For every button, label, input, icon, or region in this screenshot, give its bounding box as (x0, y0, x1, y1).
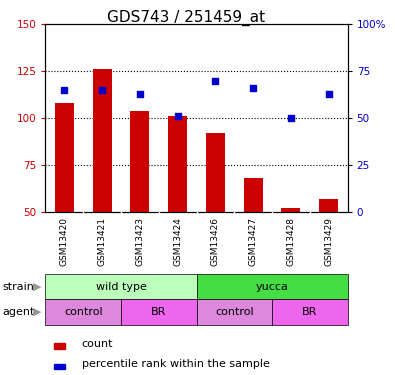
Bar (55, 103, 74, 212)
Text: GSM13424: GSM13424 (173, 217, 182, 266)
Bar (282, 208, 300, 212)
Text: ▶: ▶ (32, 307, 41, 317)
Text: GDS743 / 251459_at: GDS743 / 251459_at (107, 9, 265, 26)
Bar (272, 299, 348, 325)
Point (212, 78, 218, 84)
Bar (45, 299, 121, 325)
Text: GSM13427: GSM13427 (249, 217, 258, 266)
Text: GSM13428: GSM13428 (286, 217, 295, 266)
Bar (206, 133, 225, 212)
Point (288, 115, 294, 121)
Bar (93, 69, 111, 212)
Bar (319, 199, 338, 212)
Text: GSM13420: GSM13420 (60, 217, 69, 266)
Point (61, 87, 68, 93)
Point (175, 113, 181, 119)
Bar (55, 343, 65, 349)
Text: GSM13429: GSM13429 (324, 217, 333, 266)
Text: percentile rank within the sample: percentile rank within the sample (82, 359, 269, 369)
Bar (168, 116, 187, 212)
Bar (45, 274, 197, 299)
Text: count: count (82, 339, 113, 349)
Bar (130, 111, 149, 212)
Bar (244, 178, 263, 212)
Bar (197, 274, 348, 299)
Text: control: control (64, 307, 103, 317)
Point (99, 87, 105, 93)
Point (250, 85, 256, 91)
Text: BR: BR (302, 307, 318, 317)
Bar (55, 364, 65, 369)
Text: yucca: yucca (256, 282, 288, 291)
Text: wild type: wild type (96, 282, 147, 291)
Text: agent: agent (2, 307, 34, 317)
Text: GSM13421: GSM13421 (98, 217, 107, 266)
Text: GSM13423: GSM13423 (135, 217, 144, 266)
Text: ▶: ▶ (32, 282, 41, 291)
Point (137, 91, 143, 97)
Text: strain: strain (2, 282, 34, 291)
Text: GSM13426: GSM13426 (211, 217, 220, 266)
Bar (197, 299, 272, 325)
Point (325, 91, 332, 97)
Text: BR: BR (151, 307, 166, 317)
Bar (121, 299, 197, 325)
Text: control: control (215, 307, 254, 317)
